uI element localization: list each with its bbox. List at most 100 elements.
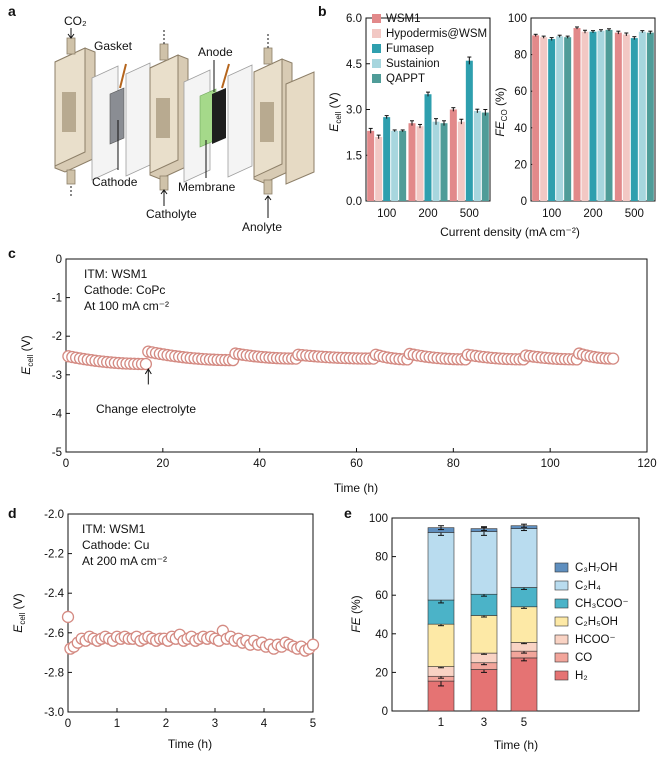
legend-swatch bbox=[372, 14, 381, 23]
x-tick-label: 80 bbox=[447, 458, 460, 470]
y-tick-label: -5 bbox=[52, 447, 62, 459]
cathode-electrode bbox=[109, 63, 127, 145]
annotation: At 100 mA cm⁻² bbox=[84, 299, 169, 313]
anolyte-label: Anolyte bbox=[242, 220, 282, 234]
y-tick-label: -2.8 bbox=[44, 667, 64, 679]
x-tick-label: 4 bbox=[261, 718, 268, 730]
catholyte-plate bbox=[149, 43, 189, 191]
x-axis-label: Time (h) bbox=[168, 737, 212, 751]
bar bbox=[367, 130, 375, 201]
x-tick-label: 1 bbox=[114, 718, 120, 730]
y-tick-label: 40 bbox=[514, 123, 527, 135]
anolyte-plate bbox=[253, 47, 293, 195]
x-axis-label: Time (h) bbox=[334, 481, 378, 495]
annotation: At 200 mA cm⁻² bbox=[82, 554, 167, 568]
bar bbox=[457, 121, 465, 201]
y-tick-label: 3.0 bbox=[346, 105, 362, 117]
bar bbox=[399, 130, 407, 201]
y-tick-label: 0.0 bbox=[346, 196, 362, 208]
bar bbox=[391, 130, 399, 201]
y-tick-label: 0 bbox=[56, 254, 62, 266]
x-tick-label: 100 bbox=[541, 458, 560, 470]
x-axis-label: Current density (mA cm⁻²) bbox=[440, 225, 580, 239]
cathode-label: Cathode bbox=[92, 175, 138, 189]
chart-e: 0 20 40 60 80 100 1 3 5 FE (%) Time (h) bbox=[349, 513, 640, 752]
stack-segment bbox=[510, 528, 538, 588]
bar bbox=[605, 29, 613, 201]
legend-entry: C₃H₇OH bbox=[575, 562, 618, 574]
arrow-note: Change electrolyte bbox=[96, 402, 196, 416]
y-tick-label: 40 bbox=[375, 629, 388, 641]
gasket-4 bbox=[227, 64, 253, 178]
gasket-2 bbox=[125, 62, 151, 177]
legend-entry: HCOO⁻ bbox=[575, 634, 616, 646]
chart-b-right: 0 20 40 60 80 100 100 200 500 FECO (%) Current den… bbox=[440, 13, 656, 239]
y-tick-label: -2.4 bbox=[44, 588, 64, 600]
y-tick-label: -2.0 bbox=[44, 509, 64, 521]
x-tick-label: 60 bbox=[350, 458, 363, 470]
stack-segment bbox=[427, 532, 455, 601]
y-tick-label: 1.5 bbox=[346, 150, 362, 162]
legend-swatch bbox=[372, 74, 381, 83]
x-tick-label: 500 bbox=[625, 208, 644, 220]
bar bbox=[556, 36, 564, 201]
y-tick-label: -2.2 bbox=[44, 549, 64, 561]
x-axis-label: Time (h) bbox=[494, 738, 538, 752]
y-tick-label: 4.5 bbox=[346, 59, 362, 71]
bar bbox=[416, 126, 424, 201]
panel-d-label: d bbox=[8, 505, 17, 521]
stack-segment bbox=[510, 606, 538, 643]
y-axis-label: Ecell (V) bbox=[327, 92, 343, 131]
x-tick-label: 100 bbox=[542, 208, 561, 220]
x-tick-label: 5 bbox=[310, 718, 316, 730]
y-tick-label: 0 bbox=[521, 196, 527, 208]
x-tick-label: 2 bbox=[163, 718, 169, 730]
legend-swatch bbox=[372, 59, 381, 68]
legend-entry: Sustainion bbox=[386, 58, 440, 70]
data-point bbox=[139, 357, 153, 371]
end-plate bbox=[285, 71, 315, 185]
bar bbox=[473, 111, 481, 201]
y-tick-label: 100 bbox=[369, 513, 388, 525]
bar bbox=[589, 31, 597, 201]
chart-b-legend: WSM1 Hypodermis@WSM Fumasep Sustainion QAPPT bbox=[372, 13, 487, 85]
anode-label: Anode bbox=[198, 45, 233, 59]
y-tick-label: -2 bbox=[52, 331, 62, 343]
co2-label: CO₂ bbox=[64, 14, 87, 28]
bar bbox=[424, 94, 432, 201]
x-tick-label: 0 bbox=[63, 458, 69, 470]
cathode-plate bbox=[54, 37, 96, 185]
x-tick-label: 200 bbox=[583, 208, 602, 220]
arrow-head bbox=[144, 368, 152, 375]
catholyte-label: Catholyte bbox=[146, 207, 197, 221]
bar bbox=[564, 37, 572, 202]
annotation: Cathode: Cu bbox=[82, 538, 149, 552]
annotation: Cathode: CoPc bbox=[84, 283, 165, 297]
bar bbox=[597, 30, 605, 202]
bar bbox=[375, 136, 383, 201]
bar bbox=[638, 31, 646, 201]
y-tick-label: 0 bbox=[382, 706, 388, 718]
data-point bbox=[606, 352, 620, 365]
x-tick-label: 5 bbox=[521, 717, 527, 729]
stack-segment bbox=[470, 593, 498, 616]
bar bbox=[540, 37, 548, 202]
bar bbox=[622, 34, 630, 201]
y-tick-label: 80 bbox=[375, 552, 388, 564]
membrane-label: Membrane bbox=[178, 180, 236, 194]
legend-entry: CH₃COO⁻ bbox=[575, 598, 629, 610]
y-tick-label: -3 bbox=[52, 370, 62, 382]
data-point bbox=[306, 638, 320, 651]
legend-entry: C₂H₄ bbox=[575, 580, 601, 592]
x-tick-label: 120 bbox=[637, 458, 656, 470]
stack-segment bbox=[470, 531, 498, 595]
y-axis-label: Ecell (V) bbox=[19, 335, 35, 374]
legend-entry: H₂ bbox=[575, 670, 588, 682]
stack-segment bbox=[427, 623, 455, 667]
chart-b-left: 0.0 1.5 3.0 4.5 6.0 100 200 500 Ecell (V) bbox=[327, 13, 491, 220]
y-tick-label: 60 bbox=[514, 86, 527, 98]
panel-c-label: c bbox=[8, 245, 16, 261]
stack-segment bbox=[470, 615, 498, 654]
y-tick-label: 20 bbox=[375, 667, 388, 679]
x-tick-label: 0 bbox=[65, 718, 71, 730]
